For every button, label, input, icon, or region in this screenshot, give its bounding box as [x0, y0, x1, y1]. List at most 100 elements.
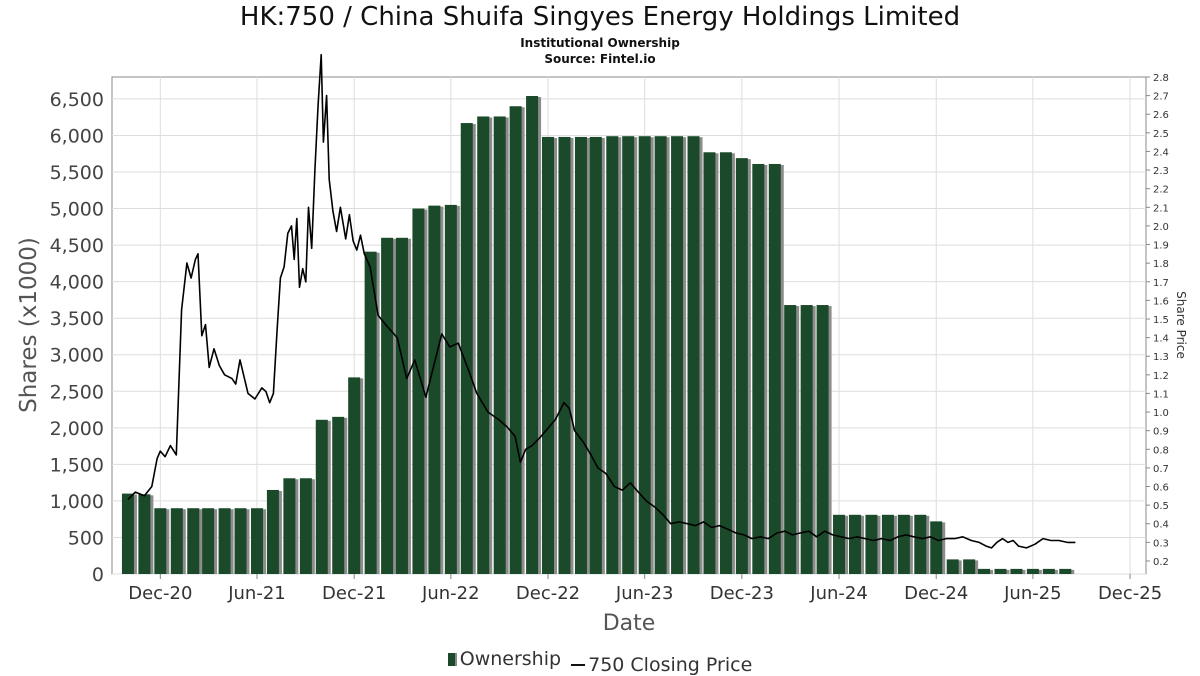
ownership-bar — [638, 136, 651, 574]
ownership-bar — [1059, 568, 1072, 574]
ownership-bar — [121, 493, 134, 574]
y2-tick-label: 1.1 — [1153, 389, 1169, 400]
axes-layer: 0 500 1,000 1,500 2,000 2,500 3,000 3,500 4,000 4… — [50, 73, 1169, 604]
ownership-bar — [266, 489, 279, 574]
y2-tick-label: 1.7 — [1153, 278, 1169, 289]
ownership-bar — [881, 514, 894, 574]
ownership-bar — [963, 559, 976, 574]
y2-tick-label: 1.4 — [1153, 334, 1169, 345]
x-tick-label: Jun-23 — [615, 583, 674, 604]
ownership-bar — [800, 305, 813, 574]
y-axis-label: Shares (x1000) — [16, 237, 42, 413]
ownership-bar — [574, 136, 587, 574]
x-tick-label: Dec-22 — [516, 583, 580, 604]
ownership-bar — [364, 251, 377, 574]
y2-tick-label: 0.9 — [1153, 427, 1169, 438]
y2-tick-label: 2.3 — [1153, 166, 1169, 177]
ownership-bar — [752, 163, 765, 574]
y2-tick-label: 1.3 — [1153, 352, 1169, 363]
y2-tick-label: 1.6 — [1153, 296, 1169, 307]
ownership-bar — [381, 237, 394, 574]
chart-title: HK:750 / China Shuifa Singyes Energy Hol… — [239, 2, 961, 32]
y2-tick-label: 1.2 — [1153, 371, 1169, 382]
y2-tick-label: 2.6 — [1153, 110, 1169, 121]
ownership-bar — [526, 96, 539, 575]
ownership-bar — [1010, 568, 1023, 574]
x-tick-label: Jun-22 — [421, 583, 480, 604]
ownership-bar — [154, 508, 167, 574]
ownership-bar — [1042, 568, 1055, 574]
ownership-bar — [784, 305, 797, 574]
y2-tick-label: 0.5 — [1153, 501, 1169, 512]
ownership-bar — [848, 514, 861, 574]
ownership-bar — [493, 116, 506, 574]
y-tick-label: 2,500 — [50, 381, 104, 403]
closing-price-line — [127, 53, 1076, 549]
x-tick-label: Jun-25 — [1003, 583, 1062, 604]
chart-legend: Ownership 750 Closing Price — [0, 648, 1200, 676]
y2-tick-label: 1.8 — [1153, 259, 1169, 270]
y2-tick-label: 2.1 — [1153, 203, 1169, 214]
y2-tick-label: 2.5 — [1153, 129, 1169, 140]
y2-tick-label: 0.6 — [1153, 483, 1169, 494]
ownership-bar — [978, 568, 991, 574]
ownership-bar — [138, 494, 151, 574]
ownership-bar — [816, 305, 829, 574]
ownership-bar — [622, 136, 635, 574]
y-tick-label: 3,500 — [50, 308, 104, 330]
y-tick-label: 1,000 — [50, 491, 104, 513]
ownership-bar — [930, 521, 943, 574]
bars-layer — [121, 96, 1075, 575]
ownership-bar — [187, 508, 200, 574]
x-tick-label: Dec-20 — [128, 583, 192, 604]
ownership-bar — [719, 152, 732, 574]
y-tick-label: 0 — [92, 564, 104, 586]
chart-source: Source: Fintel.io — [544, 52, 656, 66]
y-tick-label: 500 — [68, 527, 104, 549]
legend-item-ownership: Ownership — [447, 648, 562, 670]
y-tick-label: 6,000 — [50, 125, 104, 147]
chart-subtitle: Institutional Ownership — [520, 36, 680, 50]
legend-label-ownership: Ownership — [459, 648, 562, 670]
ownership-bar — [170, 508, 183, 574]
y-tick-label: 3,000 — [50, 345, 104, 367]
x-tick-label: Jun-21 — [227, 583, 286, 604]
legend-label-price: 750 Closing Price — [588, 653, 753, 676]
y-tick-label: 4,500 — [50, 235, 104, 257]
x-tick-label: Dec-23 — [710, 583, 774, 604]
ownership-bar — [250, 508, 263, 574]
y2-tick-label: 2.7 — [1153, 92, 1169, 103]
ownership-bar — [865, 514, 878, 574]
y2-tick-label: 0.8 — [1153, 445, 1169, 456]
ownership-bar — [768, 163, 781, 574]
y2-tick-label: 0.2 — [1153, 557, 1169, 568]
y-tick-label: 2,000 — [50, 418, 104, 440]
y-tick-label: 1,500 — [50, 454, 104, 476]
ownership-bar — [1026, 568, 1039, 574]
ownership-bar — [477, 116, 490, 574]
y-tick-label: 6,500 — [50, 89, 104, 111]
ownership-bar — [428, 205, 441, 574]
ownership-bar — [558, 136, 571, 574]
y2-tick-label: 2.2 — [1153, 185, 1169, 196]
ownership-bar — [897, 514, 910, 574]
ownership-bar — [589, 136, 602, 574]
y2-axis-label: Share Price — [1174, 291, 1188, 359]
y-tick-label: 5,000 — [50, 199, 104, 221]
ownership-bar — [946, 559, 959, 574]
y2-tick-label: 0.4 — [1153, 520, 1169, 531]
ownership-bar — [218, 508, 231, 574]
x-tick-label: Jun-24 — [809, 583, 868, 604]
ownership-bar — [412, 208, 425, 574]
y2-tick-label: 2.4 — [1153, 147, 1169, 158]
y2-tick-label: 2.8 — [1153, 73, 1169, 84]
y2-tick-label: 1.9 — [1153, 241, 1169, 252]
ownership-bar — [299, 478, 312, 574]
y2-tick-label: 1.0 — [1153, 408, 1169, 419]
ownership-bar — [735, 158, 748, 575]
legend-line-swatch — [571, 663, 586, 666]
ownership-bar — [460, 123, 473, 574]
ownership-bar — [606, 136, 619, 574]
x-tick-label: Dec-21 — [322, 583, 386, 604]
